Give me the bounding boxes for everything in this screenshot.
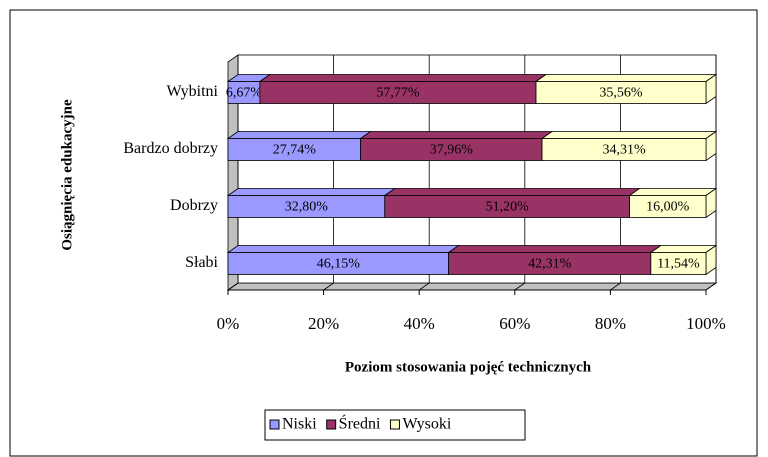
data-label: 42,31% [528,257,572,272]
bar-top [383,188,641,196]
grid-line [418,282,430,291]
grid-line [610,282,621,291]
bar-top [628,188,718,196]
y-tick-label: Dobrzy [170,197,218,214]
grid-line [227,282,239,291]
data-label: 32,80% [285,200,329,215]
data-label: 16,00% [646,200,690,215]
bar-top [534,74,718,82]
data-label: 35,56% [599,86,643,101]
legend-label: Wysoki [402,416,451,433]
bar-top [226,188,397,196]
y-tick-label: Bardzo dobrzy [123,140,218,157]
legend-label: Średni [339,414,381,433]
legend-swatch [389,419,400,430]
data-label: 51,20% [486,200,530,215]
x-tick-label: 20% [308,314,339,333]
bar [650,252,707,275]
x-tick-label: 100% [686,314,726,333]
bar-top [447,245,663,253]
data-label: 11,54% [657,257,700,272]
x-tick-label: 60% [499,314,530,333]
x-tick-label: 80% [595,314,626,333]
legend-swatch [269,419,280,430]
bar-top [226,245,460,253]
grid-line [323,282,334,291]
bar-top [258,74,548,82]
x-tick-label: 0% [217,314,240,333]
x-tick-label: 40% [404,314,435,333]
data-label: 37,96% [430,143,474,158]
data-label: 46,15% [317,257,361,272]
grid-line [705,282,717,291]
legend-swatch [326,419,337,430]
legend-label: Niski [282,416,317,433]
data-label: 6,67% [226,86,263,101]
bar-top [226,131,372,139]
data-label: 57,77% [376,86,420,101]
y-tick-label: Słabi [185,254,218,271]
bar-top [359,131,554,139]
bar [541,138,707,161]
bar [535,81,707,104]
chart-border [9,9,758,457]
data-label: 27,74% [273,143,317,158]
data-label: 34,31% [602,143,646,158]
grid-line [514,282,526,291]
y-axis-title: Osiągnięcia edukacyjne [59,99,75,251]
y-tick-label: Wybitni [167,83,219,100]
bar-top [540,131,718,139]
floor [226,282,718,291]
bar-top [649,245,718,253]
bar [629,195,707,218]
x-axis-title: Poziom stosowania pojęć technicznych [345,359,592,375]
